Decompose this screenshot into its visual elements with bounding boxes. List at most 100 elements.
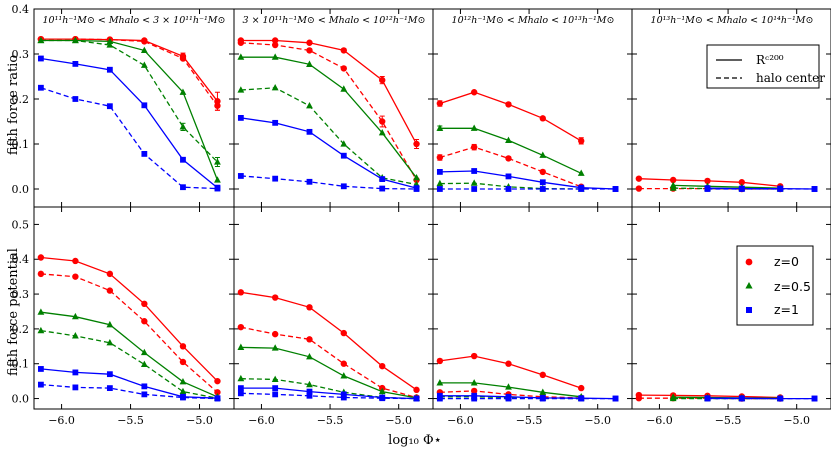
data-point-z=1-solid [306, 128, 313, 135]
data-point-z=0.5-solid [470, 379, 478, 386]
data-point-z=1-solid [72, 369, 79, 376]
data-point-z=0-solid [470, 352, 478, 360]
series-line-z=0-solid [240, 291, 417, 391]
data-point-z=1-dashed [738, 395, 745, 402]
data-point-z=0-dashed [340, 65, 347, 72]
series-line-z=0-dashed [240, 326, 417, 399]
y-tick-label: 0.5 [12, 218, 30, 231]
data-point-z=0-solid [635, 175, 643, 182]
data-point-z=0.5-dashed [669, 184, 677, 191]
data-point-z=1-dashed [612, 186, 619, 192]
data-point-z=0.5-dashed [271, 375, 279, 382]
data-point-z=1-dashed [578, 395, 585, 402]
data-point-z=0.5-dashed [470, 179, 478, 186]
data-point-z=0-dashed [37, 270, 45, 278]
y-tick-label: 0.3 [12, 288, 30, 301]
data-point-z=1-dashed [811, 395, 818, 402]
panel-r1-c0: −6.0 −5.5 −5.0 0.0 0.1 0.2 0.3 0.4 0.5 [12, 206, 235, 427]
y-tick-label: 0.1 [12, 138, 30, 151]
y-tick-label: 0.3 [12, 48, 30, 61]
data-point-z=0-dashed [141, 38, 148, 45]
data-point-z=0-solid [379, 76, 386, 84]
data-point-z=1-dashed [141, 391, 148, 398]
panel-frame-r0-c1 [233, 8, 434, 208]
data-point-z=1-dashed [413, 186, 420, 192]
data-point-z=0.5-solid [539, 388, 547, 395]
data-point-z=1-dashed [141, 151, 148, 157]
data-point-z=0.5-dashed [306, 380, 313, 388]
data-point-z=0-dashed [470, 387, 478, 395]
panels: 0.00.10.20.30.4−6.0 −5.5 −5.00.00.10.20.30… [12, 3, 831, 427]
series-line-z=1-solid [40, 368, 218, 399]
data-point-z=0.5-solid [179, 88, 187, 95]
data-point-z=0.5-solid [140, 46, 148, 53]
data-point-z=0.5-solid [505, 136, 512, 143]
series-line-z=0-dashed [240, 42, 418, 181]
y-tick-label: 0.2 [12, 323, 30, 336]
data-point-z=1-solid [539, 179, 546, 186]
series-line-z=0-solid [40, 38, 218, 102]
data-point-z=0.5-solid [106, 320, 114, 328]
data-point-z=0-solid [37, 254, 45, 261]
data-point-z=0-solid [379, 362, 386, 370]
y-tick-label: 0.1 [12, 358, 30, 371]
data-point-z=0.5-solid [306, 60, 313, 67]
data-point-z=1-solid [306, 388, 313, 395]
data-point-z=0-solid [237, 289, 245, 296]
panel-r0-c3 [631, 8, 831, 208]
legend-linestyle-frame [706, 44, 820, 89]
data-point-z=0-solid [578, 137, 585, 145]
data-point-z=0-solid [271, 37, 279, 44]
data-point-z=0.5-solid [306, 352, 313, 360]
data-point-z=0-dashed [539, 168, 546, 176]
data-point-z=1-dashed [777, 186, 784, 192]
legend-dashed-label: halo center [756, 71, 825, 85]
data-point-z=0-dashed [106, 287, 114, 294]
series-line-z=0.5-dashed [240, 87, 417, 186]
x-tick-label: −5.5 [117, 414, 144, 427]
data-point-z=1-solid [37, 55, 44, 62]
data-point-z=1-solid [72, 61, 79, 67]
data-point-z=1-dashed [306, 392, 313, 399]
y-tick-label: 0.0 [12, 393, 30, 406]
x-tick-label: −5.0 [584, 414, 611, 427]
data-point-z=1-dashed [811, 186, 818, 192]
data-point-z=0-solid [179, 343, 187, 350]
panel-r1-c2: −6.0 −5.5 −5.0 [432, 206, 633, 427]
panel-frame-r1-c3 [631, 206, 831, 410]
data-point-z=0.5-solid [378, 387, 386, 395]
data-point-z=0.5-solid [539, 151, 547, 158]
data-point-z=0.5-solid [106, 37, 114, 44]
series-line-z=0.5-solid [40, 39, 219, 181]
series-line-z=0-dashed [40, 273, 218, 393]
data-point-z=0-dashed [271, 41, 279, 49]
data-point-z=0-dashed [237, 39, 245, 46]
data-point-z=1-dashed [471, 186, 478, 192]
data-point-z=0.5-dashed [71, 36, 79, 44]
row-ylabel-top: fifth force ratio [6, 55, 21, 156]
series-line-z=0-solid [439, 91, 582, 142]
data-point-z=1-dashed [539, 395, 546, 402]
data-point-z=1-dashed [272, 175, 279, 182]
legend-z1-label: z=1 [774, 302, 799, 317]
data-point-z=0-solid [539, 371, 546, 379]
data-point-z=0.5-dashed [140, 61, 148, 68]
data-point-z=1-dashed [237, 390, 244, 397]
x-tick-label: −6.0 [447, 414, 474, 427]
legend-z0-label: z=0 [774, 254, 799, 269]
data-point-z=1-dashed [180, 394, 186, 401]
data-point-z=0.5-dashed [37, 326, 45, 334]
panel-frame-r1-c2 [432, 206, 633, 410]
data-point-z=1-solid [237, 115, 244, 121]
data-point-z=1-dashed [237, 173, 244, 179]
data-point-z=0-solid [578, 384, 585, 392]
data-point-z=1-dashed [106, 103, 113, 110]
data-point-z=0-solid [539, 115, 546, 122]
data-point-z=0-solid [214, 377, 221, 385]
data-point-z=0.5-solid [179, 378, 187, 385]
data-point-z=1-solid [106, 66, 113, 73]
data-point-z=0.5-dashed [237, 374, 245, 382]
data-point-z=0-solid [505, 360, 512, 367]
data-point-z=0-dashed [141, 318, 148, 325]
data-point-z=0.5-solid [340, 372, 348, 379]
